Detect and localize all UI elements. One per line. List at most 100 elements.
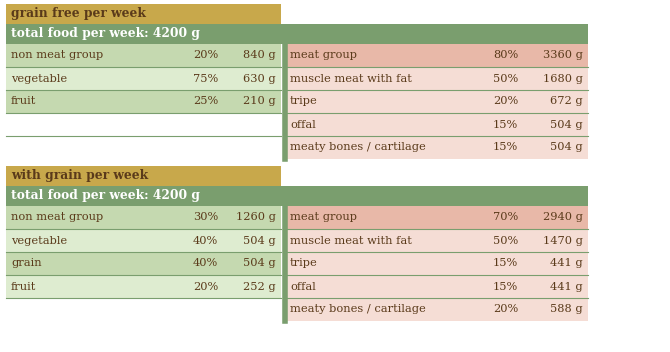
Bar — [171, 44, 223, 67]
Text: meaty bones / cartilage: meaty bones / cartilage — [290, 304, 425, 314]
Bar — [6, 252, 171, 275]
Bar — [468, 67, 523, 90]
Text: 15%: 15% — [492, 119, 518, 130]
Bar — [523, 67, 588, 90]
Bar — [523, 275, 588, 298]
Bar — [171, 67, 223, 90]
Bar — [468, 275, 523, 298]
Text: 50%: 50% — [492, 74, 518, 83]
Text: 2940 g: 2940 g — [543, 213, 583, 222]
Bar — [171, 229, 223, 252]
Bar — [223, 67, 281, 90]
Bar — [523, 206, 588, 229]
Bar — [6, 166, 281, 186]
Text: 3360 g: 3360 g — [543, 50, 583, 61]
Text: total food per week: 4200 g: total food per week: 4200 g — [11, 189, 200, 202]
Bar — [171, 206, 223, 229]
Text: meaty bones / cartilage: meaty bones / cartilage — [290, 143, 425, 152]
Text: 672 g: 672 g — [550, 96, 583, 107]
Bar — [523, 229, 588, 252]
Text: 588 g: 588 g — [550, 304, 583, 314]
Text: meat group: meat group — [290, 213, 357, 222]
Text: 840 g: 840 g — [243, 50, 276, 61]
Bar — [223, 252, 281, 275]
Text: 630 g: 630 g — [243, 74, 276, 83]
Text: 20%: 20% — [193, 50, 218, 61]
Bar — [285, 90, 468, 113]
Text: 25%: 25% — [193, 96, 218, 107]
Bar — [285, 113, 468, 136]
Text: with grain per week: with grain per week — [11, 170, 148, 182]
Text: 15%: 15% — [492, 258, 518, 269]
Text: vegetable: vegetable — [11, 235, 67, 245]
Text: 80%: 80% — [492, 50, 518, 61]
Bar — [468, 44, 523, 67]
Bar — [468, 113, 523, 136]
Bar — [285, 67, 468, 90]
Text: 1260 g: 1260 g — [236, 213, 276, 222]
Text: 504 g: 504 g — [550, 143, 583, 152]
Text: 50%: 50% — [492, 235, 518, 245]
Text: 40%: 40% — [193, 258, 218, 269]
Text: 441 g: 441 g — [550, 258, 583, 269]
Bar — [468, 229, 523, 252]
Bar — [285, 275, 468, 298]
Text: 504 g: 504 g — [243, 235, 276, 245]
Bar — [171, 275, 223, 298]
Bar — [468, 90, 523, 113]
Bar — [285, 44, 468, 67]
Bar — [6, 275, 171, 298]
Text: 441 g: 441 g — [550, 282, 583, 291]
Bar — [523, 44, 588, 67]
Bar — [285, 136, 468, 159]
Bar — [523, 252, 588, 275]
Text: 252 g: 252 g — [243, 282, 276, 291]
Text: meat group: meat group — [290, 50, 357, 61]
Text: 1680 g: 1680 g — [543, 74, 583, 83]
Bar — [223, 44, 281, 67]
Bar — [6, 24, 588, 44]
Bar — [523, 136, 588, 159]
Text: muscle meat with fat: muscle meat with fat — [290, 235, 412, 245]
Bar — [171, 90, 223, 113]
Text: 1470 g: 1470 g — [543, 235, 583, 245]
Bar — [223, 206, 281, 229]
Text: grain free per week: grain free per week — [11, 7, 146, 20]
Bar — [171, 252, 223, 275]
Text: 40%: 40% — [193, 235, 218, 245]
Text: 75%: 75% — [193, 74, 218, 83]
Bar — [6, 67, 171, 90]
Text: total food per week: 4200 g: total food per week: 4200 g — [11, 27, 200, 40]
Text: 70%: 70% — [492, 213, 518, 222]
Text: tripe: tripe — [290, 96, 318, 107]
Text: 15%: 15% — [492, 282, 518, 291]
Bar — [223, 229, 281, 252]
Bar — [523, 298, 588, 321]
Bar — [223, 275, 281, 298]
Text: muscle meat with fat: muscle meat with fat — [290, 74, 412, 83]
Bar — [6, 4, 281, 24]
Text: fruit: fruit — [11, 96, 36, 107]
Bar — [6, 44, 171, 67]
Bar — [523, 90, 588, 113]
Text: 15%: 15% — [492, 143, 518, 152]
Text: 20%: 20% — [492, 304, 518, 314]
Bar — [6, 206, 171, 229]
Text: 210 g: 210 g — [243, 96, 276, 107]
Bar — [6, 90, 171, 113]
Text: 504 g: 504 g — [550, 119, 583, 130]
Bar — [6, 229, 171, 252]
Bar — [285, 206, 468, 229]
Text: grain: grain — [11, 258, 42, 269]
Bar — [223, 90, 281, 113]
Text: non meat group: non meat group — [11, 213, 103, 222]
Bar — [285, 229, 468, 252]
Text: vegetable: vegetable — [11, 74, 67, 83]
Bar — [6, 186, 588, 206]
Bar — [285, 298, 468, 321]
Bar — [468, 206, 523, 229]
Text: offal: offal — [290, 282, 316, 291]
Bar — [468, 298, 523, 321]
Text: fruit: fruit — [11, 282, 36, 291]
Text: tripe: tripe — [290, 258, 318, 269]
